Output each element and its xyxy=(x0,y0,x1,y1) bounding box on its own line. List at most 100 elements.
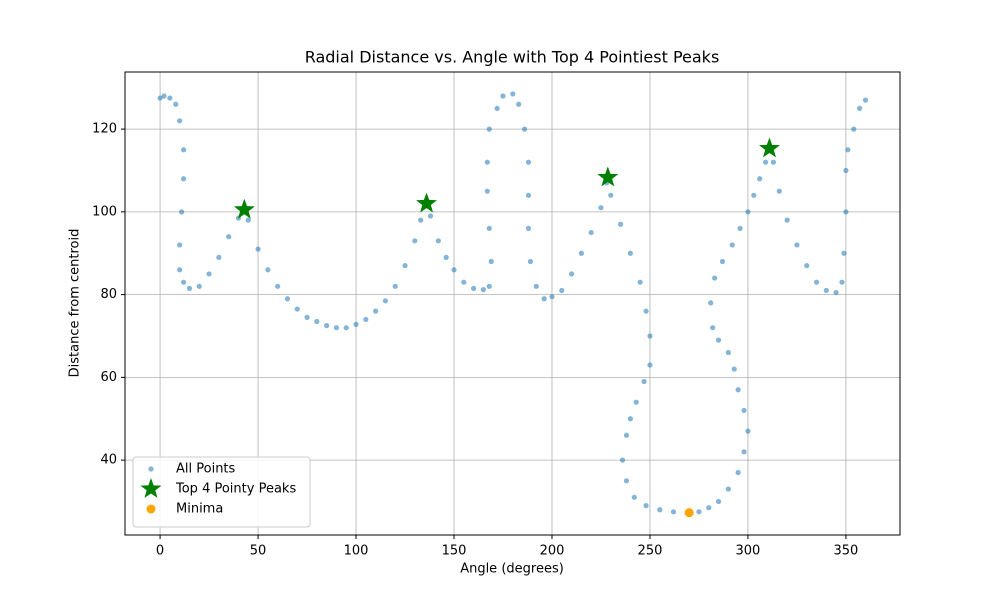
point xyxy=(657,507,663,513)
point xyxy=(486,283,492,289)
point xyxy=(757,176,763,182)
peak-marker xyxy=(597,166,619,187)
point xyxy=(275,283,281,289)
point xyxy=(265,267,271,273)
x-axis-label: Angle (degrees) xyxy=(460,562,564,577)
x-tick-label: 300 xyxy=(736,544,761,559)
point xyxy=(619,457,626,463)
point xyxy=(843,167,849,174)
point xyxy=(177,267,183,273)
point xyxy=(179,209,185,215)
point xyxy=(216,254,222,260)
point xyxy=(735,469,741,476)
point xyxy=(643,308,649,314)
point xyxy=(486,225,492,232)
point xyxy=(588,229,594,236)
point xyxy=(784,217,790,223)
point xyxy=(833,289,839,296)
point xyxy=(684,508,694,518)
point xyxy=(725,486,731,492)
point xyxy=(525,159,532,165)
point xyxy=(647,362,653,368)
point xyxy=(598,205,604,211)
point xyxy=(245,217,251,223)
x-tick-label: 250 xyxy=(638,544,663,559)
point xyxy=(568,271,575,277)
point xyxy=(633,399,639,405)
point xyxy=(324,323,330,329)
point xyxy=(804,263,810,269)
point xyxy=(745,428,751,434)
x-tick-label: 350 xyxy=(834,544,859,559)
point xyxy=(549,294,555,300)
point xyxy=(500,93,506,99)
point xyxy=(637,279,643,285)
legend-marker xyxy=(148,466,154,472)
point xyxy=(173,101,179,107)
point xyxy=(206,271,212,277)
point xyxy=(823,287,829,294)
legend-label: All Points xyxy=(176,462,236,477)
point xyxy=(813,279,820,285)
legend-box xyxy=(132,456,311,528)
point xyxy=(510,91,516,97)
point xyxy=(627,250,633,256)
point xyxy=(696,509,702,515)
x-tick-label: 0 xyxy=(156,544,164,559)
legend-label: Top 4 Pointy Peaks xyxy=(175,482,296,497)
point xyxy=(494,105,500,112)
legend-label: Minima xyxy=(176,502,223,517)
point xyxy=(845,147,851,153)
point xyxy=(484,159,490,165)
point xyxy=(843,209,849,215)
point xyxy=(841,250,847,256)
x-tick-label: 100 xyxy=(344,544,369,559)
point xyxy=(527,258,534,265)
point xyxy=(794,242,800,248)
y-tick-label: 80 xyxy=(100,287,117,302)
point xyxy=(304,314,310,320)
point xyxy=(180,279,187,285)
point xyxy=(488,258,494,265)
point xyxy=(851,126,857,132)
point xyxy=(741,449,747,455)
plot-frame xyxy=(124,71,901,536)
point xyxy=(725,349,731,356)
point xyxy=(737,225,743,232)
point xyxy=(627,416,633,422)
point xyxy=(363,316,369,323)
point xyxy=(418,217,424,223)
x-tick-label: 50 xyxy=(250,544,267,559)
point xyxy=(333,325,340,331)
point xyxy=(471,285,477,291)
point xyxy=(715,498,722,505)
point xyxy=(735,387,741,393)
point xyxy=(196,283,202,289)
point xyxy=(180,147,187,153)
y-tick-label: 40 xyxy=(100,453,117,468)
point xyxy=(715,337,722,343)
chart-title: Radial Distance vs. Angle with Top 4 Poi… xyxy=(305,48,720,67)
point xyxy=(157,95,163,101)
point xyxy=(608,192,614,198)
y-axis-label: Distance from centroid xyxy=(68,229,83,378)
point xyxy=(641,378,647,385)
point xyxy=(314,318,320,325)
point xyxy=(521,126,528,132)
peak-marker xyxy=(233,198,255,219)
point xyxy=(857,105,863,112)
point xyxy=(731,366,737,372)
point xyxy=(484,188,490,194)
point xyxy=(461,279,467,285)
point xyxy=(708,300,714,306)
point xyxy=(559,287,565,294)
point xyxy=(373,308,379,314)
point xyxy=(525,192,532,198)
point xyxy=(710,325,716,331)
point xyxy=(643,503,649,509)
point xyxy=(167,95,173,101)
point xyxy=(533,283,539,289)
point xyxy=(623,478,630,484)
point xyxy=(741,407,747,414)
point xyxy=(177,118,183,124)
